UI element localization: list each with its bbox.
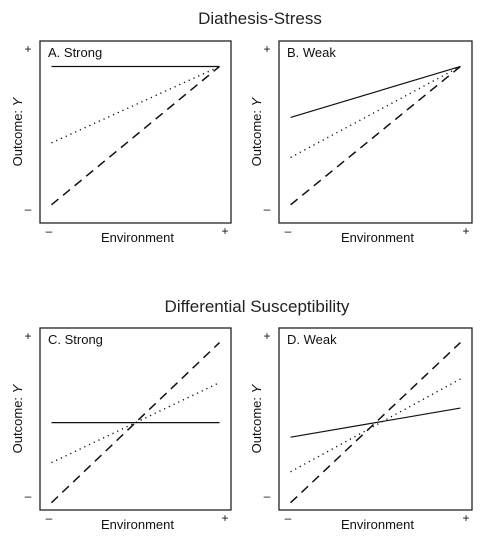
x-tick-label-high: + [462,224,469,238]
y-tick-label-high: + [263,42,270,56]
series-line-dotted [290,378,461,473]
y-axis-label-variable: Y [249,96,264,106]
x-axis-label: Environment [341,517,414,532]
x-tick-label-low: – [285,511,292,525]
y-axis-label: Outcome: Y [249,383,264,453]
panel-d-weak: D. Weak – + + – Environment Outcome: Y [249,327,473,532]
series-line-dashed [50,65,221,206]
panel-b-weak: B. Weak – + + – Environment Outcome: Y [249,40,473,245]
series-line-solid [290,407,461,438]
y-axis-label: Outcome: Y [249,96,264,166]
panel-label: B. Weak [287,45,336,60]
plot-frame [278,327,473,511]
x-axis-label: Environment [101,230,174,245]
y-axis-label-text: Outcome: [249,106,264,166]
x-tick-label-high: + [221,511,228,525]
y-axis-label-variable: Y [249,383,264,393]
y-tick-label-high: + [24,329,31,343]
plot-frame [39,327,232,511]
plot-frame [278,40,473,224]
series-line-dashed [50,342,221,504]
plot-frame [39,40,232,224]
y-axis-label: Outcome: Y [10,96,25,166]
x-tick-label-high: + [221,224,228,238]
y-tick-label-low: – [25,202,32,216]
panel-label: D. Weak [287,332,337,347]
panel-label: A. Strong [48,45,102,60]
y-tick-label-high: + [24,42,31,56]
y-tick-label-low: – [25,489,32,503]
y-axis-label-text: Outcome: [10,393,25,453]
y-tick-label-low: – [264,202,271,216]
x-axis-label: Environment [341,230,414,245]
y-axis-label-text: Outcome: [249,393,264,453]
x-tick-label-high: + [462,511,469,525]
y-axis-label: Outcome: Y [10,383,25,453]
y-axis-label-text: Outcome: [10,106,25,166]
x-tick-label-low: – [46,224,53,238]
y-axis-label-variable: Y [10,96,25,106]
x-tick-label-low: – [285,224,292,238]
y-tick-label-low: – [264,489,271,503]
series-line-dashed [290,65,461,206]
y-axis-label-variable: Y [10,383,25,393]
series-line-dotted [51,65,220,144]
panel-c-strong: C. Strong – + + – Environment Outcome: Y [10,327,232,532]
series-line-solid [290,65,461,119]
series-line-dashed [290,342,461,504]
panel-a-strong: A. Strong – + + – Environment Outcome: Y [10,40,232,245]
panel-label: C. Strong [48,332,103,347]
y-tick-label-high: + [263,329,270,343]
section-title-diathesis-stress: Diathesis-Stress [198,9,322,28]
section-title-differential-susceptibility: Differential Susceptibility [165,297,350,316]
x-axis-label: Environment [101,517,174,532]
x-tick-label-low: – [46,511,53,525]
series-line-dotted [290,65,461,159]
